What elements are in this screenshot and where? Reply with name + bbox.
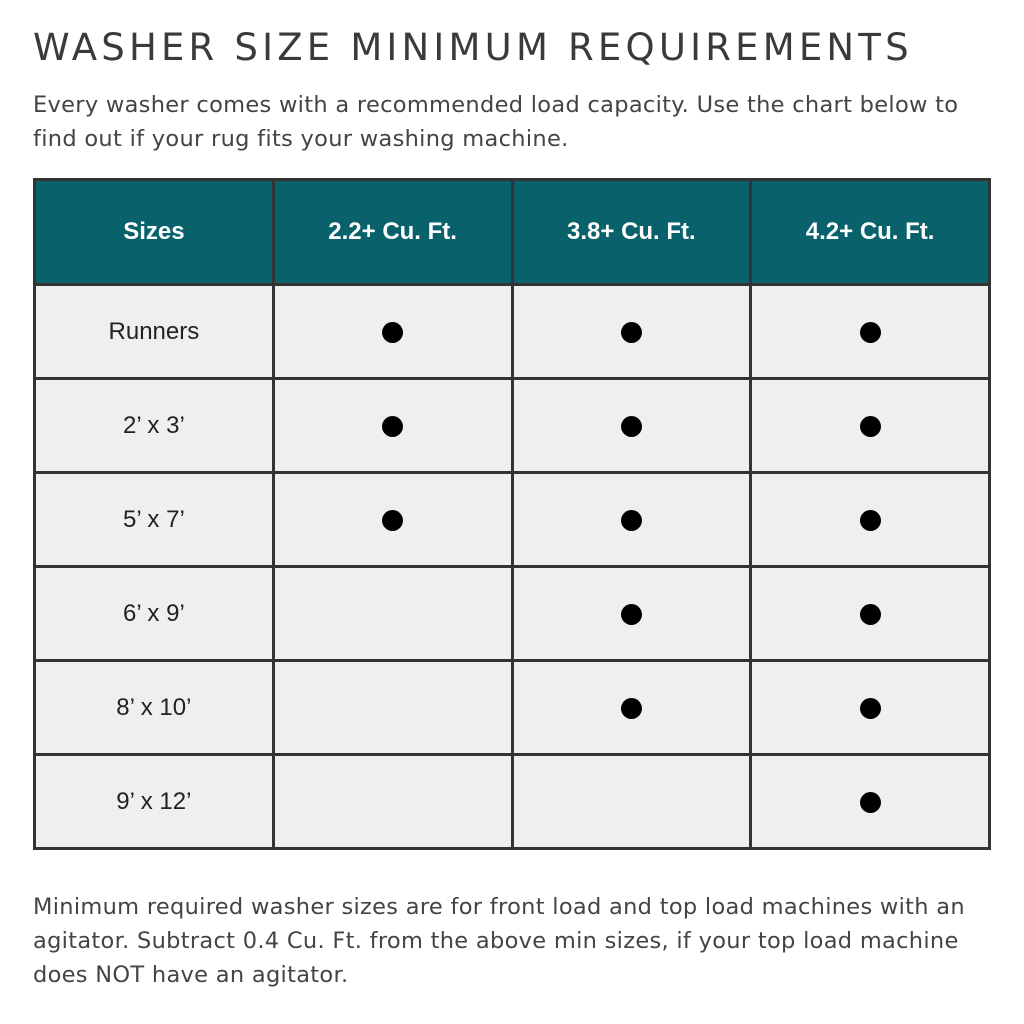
size-cell: 9’ x 12’: [33, 753, 275, 850]
fit-cell: [510, 471, 753, 568]
fit-cell: [510, 659, 753, 756]
fit-cell: [749, 377, 991, 474]
column-header: 3.8+ Cu. Ft.: [510, 178, 753, 286]
page-title: WASHER SIZE MINIMUM REQUIREMENTS: [33, 26, 913, 69]
fit-cell: [271, 565, 514, 662]
size-cell: 8’ x 10’: [33, 659, 275, 756]
fit-cell: [749, 659, 991, 756]
filled-circle-icon: [859, 509, 881, 531]
fit-cell: [749, 283, 991, 380]
table-row: Runners: [33, 283, 991, 380]
fit-cell: [271, 377, 514, 474]
filled-circle-icon: [382, 321, 404, 343]
table-row: 2’ x 3’: [33, 377, 991, 474]
filled-circle-icon: [620, 509, 642, 531]
filled-circle-icon: [382, 509, 404, 531]
size-cell: 5’ x 7’: [33, 471, 275, 568]
footer-note: Minimum required washer sizes are for fr…: [33, 894, 965, 988]
table-row: 8’ x 10’: [33, 659, 991, 756]
fit-cell: [271, 283, 514, 380]
table-header-row: Sizes 2.2+ Cu. Ft. 3.8+ Cu. Ft. 4.2+ Cu. Ft…: [33, 178, 991, 286]
filled-circle-icon: [859, 415, 881, 437]
fit-cell: [271, 659, 514, 756]
fit-cell: [271, 471, 514, 568]
filled-circle-icon: [620, 697, 642, 719]
intro-text: Every washer comes with a recommended lo…: [33, 92, 959, 152]
fit-cell: [510, 283, 753, 380]
table-row: 5’ x 7’: [33, 471, 991, 568]
fit-cell: [749, 753, 991, 850]
filled-circle-icon: [620, 321, 642, 343]
size-cell: 2’ x 3’: [33, 377, 275, 474]
fit-cell: [749, 565, 991, 662]
fit-cell: [510, 565, 753, 662]
fit-cell: [510, 753, 753, 850]
washer-size-table: Sizes 2.2+ Cu. Ft. 3.8+ Cu. Ft. 4.2+ Cu. Ft…: [33, 178, 991, 850]
size-cell: 6’ x 9’: [33, 565, 275, 662]
fit-cell: [510, 377, 753, 474]
filled-circle-icon: [382, 415, 404, 437]
column-header: Sizes: [33, 178, 275, 286]
filled-circle-icon: [620, 603, 642, 625]
filled-circle-icon: [859, 603, 881, 625]
fit-cell: [271, 753, 514, 850]
table-row: 6’ x 9’: [33, 565, 991, 662]
column-header: 4.2+ Cu. Ft.: [749, 178, 991, 286]
filled-circle-icon: [859, 697, 881, 719]
table-row: 9’ x 12’: [33, 753, 991, 850]
fit-cell: [749, 471, 991, 568]
filled-circle-icon: [859, 321, 881, 343]
filled-circle-icon: [620, 415, 642, 437]
column-header: 2.2+ Cu. Ft.: [271, 178, 514, 286]
filled-circle-icon: [859, 791, 881, 813]
size-cell: Runners: [33, 283, 275, 380]
